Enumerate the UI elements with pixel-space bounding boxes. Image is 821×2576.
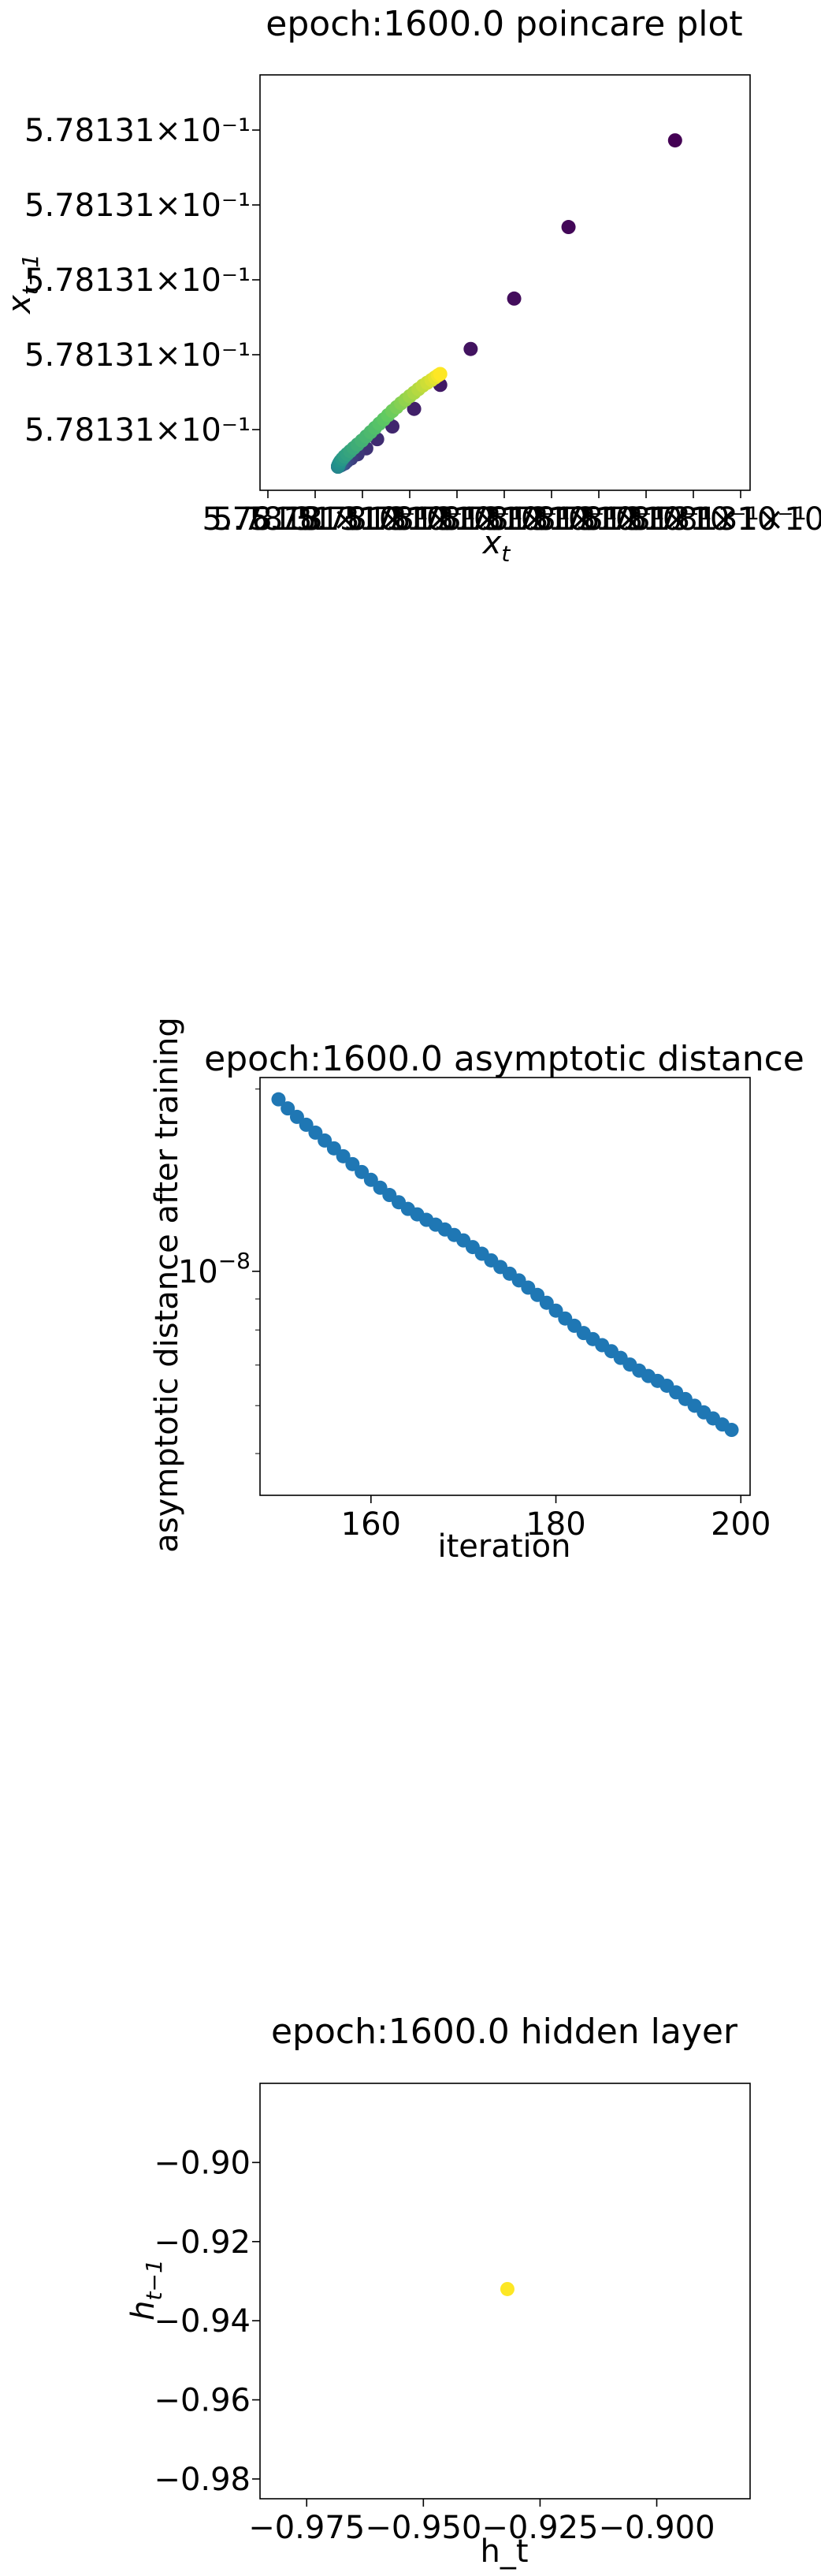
asymptotic-point: [308, 1125, 323, 1140]
hidden-layer-x-tick-label: −0.900: [599, 2510, 715, 2546]
asymptotic-y-label: asymptotic distance after training: [149, 1017, 185, 1553]
asymptotic-point: [289, 1109, 304, 1124]
hidden-layer-y-tick-label: −0.90: [154, 2145, 251, 2181]
asymptotic-title: epoch:1600.0 asymptotic distance: [204, 1039, 804, 1079]
asymptotic-points: [271, 1092, 739, 1438]
poincare-plot-frame: [259, 74, 751, 491]
poincare-y-tick-label: 5.78131×10⁻¹: [24, 262, 251, 299]
hidden-layer-point: [500, 2281, 515, 2296]
asymptotic-x-tick-label: 160: [341, 1506, 401, 1543]
poincare-point: [433, 367, 448, 382]
poincare-y-label: xt−1: [2, 254, 43, 315]
asymptotic-point: [271, 1092, 286, 1107]
poincare-chart: epoch:1600.0 poincare plot 5.78131×10⁻¹5…: [2, 4, 821, 567]
asymptotic-point: [724, 1423, 739, 1438]
asymptotic-point: [280, 1101, 295, 1116]
hidden-layer-chart: epoch:1600.0 hidden layer −0.90−0.92−0.9…: [125, 2012, 751, 2570]
asymptotic-point: [345, 1156, 360, 1171]
poincare-x-tick-label: 5.78131×10⁻¹: [297, 501, 523, 538]
hidden-layer-x-tick-label: −0.975: [248, 2510, 365, 2546]
poincare-y-tick-label: 5.78131×10⁻¹: [24, 188, 251, 224]
poincare-y-ticks: 5.78131×10⁻¹ 5.78131×10⁻¹ 5.78131×10⁻¹ 5.78…: [24, 113, 260, 449]
asymptotic-point: [530, 1287, 545, 1302]
asymptotic-distance-chart: epoch:1600.0 asymptotic distance 10−8 16…: [149, 1017, 804, 1565]
asymptotic-point: [299, 1117, 314, 1132]
hidden-layer-title: epoch:1600.0 hidden layer: [271, 2012, 738, 2052]
asymptotic-y-tick-label: 10−8: [178, 1248, 251, 1290]
poincare-x-tick-label: 5.78131×10⁻¹: [392, 501, 618, 538]
poincare-x-tick-label: 5.78131×10⁻¹: [581, 501, 807, 538]
hidden-layer-points: [500, 2281, 515, 2296]
poincare-point: [507, 291, 522, 306]
asymptotic-point: [363, 1172, 378, 1187]
hidden-layer-x-tick-label: −0.950: [365, 2510, 481, 2546]
poincare-point: [407, 401, 422, 416]
asymptotic-x-ticks: 160 180 200: [341, 1495, 771, 1543]
hidden-layer-x-ticks: −0.975 −0.950 −0.925 −0.900: [248, 2499, 715, 2546]
poincare-point: [463, 341, 478, 356]
poincare-x-tick-label: 5.78131×10⁻¹: [202, 501, 429, 538]
asymptotic-point: [326, 1141, 341, 1156]
hidden-layer-plot-frame: [259, 2083, 751, 2500]
hidden-layer-y-tick-label: −0.98: [154, 2462, 251, 2498]
poincare-title: epoch:1600.0 poincare plot: [266, 4, 742, 44]
asymptotic-point: [318, 1133, 332, 1148]
asymptotic-point: [548, 1303, 563, 1318]
hidden-layer-y-tick-label: −0.94: [154, 2303, 251, 2340]
poincare-x-ticks: 5.78135.78131×10⁻¹5.78131×10⁻¹5.78131×10…: [202, 490, 821, 538]
asymptotic-x-label: iteration: [438, 1528, 571, 1565]
poincare-x-label: xt: [481, 525, 511, 567]
asymptotic-point: [336, 1148, 351, 1163]
poincare-x-tick-label: 5.78131×10⁻¹: [533, 501, 760, 538]
poincare-x-tick-label: 5.78131×10⁻¹: [628, 501, 821, 538]
asymptotic-point: [355, 1164, 370, 1179]
poincare-x-tick-label: 5.78131×10⁻¹: [250, 501, 476, 538]
poincare-y-tick-label: 5.78131×10⁻¹: [24, 412, 251, 449]
asymptotic-x-tick-label: 200: [711, 1506, 771, 1543]
asymptotic-point: [539, 1295, 554, 1310]
poincare-points: [331, 133, 682, 474]
hidden-layer-y-label: ht−1: [125, 2259, 167, 2321]
poincare-y-tick-label: 5.78131×10⁻¹: [24, 113, 251, 149]
hidden-layer-x-label: h_t: [480, 2533, 528, 2570]
poincare-x-tick-label: 5.78131×10⁻¹: [439, 501, 665, 538]
poincare-point: [667, 133, 682, 148]
hidden-layer-y-tick-label: −0.96: [154, 2383, 251, 2419]
asymptotic-plot-frame: [259, 1077, 751, 1496]
asymptotic-x-tick-label: 180: [526, 1506, 585, 1543]
poincare-x-tick-label: 5.7813: [213, 501, 323, 538]
poincare-x-tick-label: 5.78131×10⁻¹: [344, 501, 570, 538]
poincare-point: [561, 220, 576, 235]
asymptotic-y-ticks: 10−8: [178, 1089, 260, 1454]
poincare-x-tick-label: 5.78131×10⁻¹: [486, 501, 712, 538]
hidden-layer-y-ticks: −0.90 −0.92 −0.94 −0.96 −0.98: [154, 2145, 260, 2498]
poincare-y-tick-label: 5.78131×10⁻¹: [24, 337, 251, 374]
hidden-layer-y-tick-label: −0.92: [154, 2224, 251, 2261]
hidden-layer-x-tick-label: −0.925: [481, 2510, 598, 2546]
